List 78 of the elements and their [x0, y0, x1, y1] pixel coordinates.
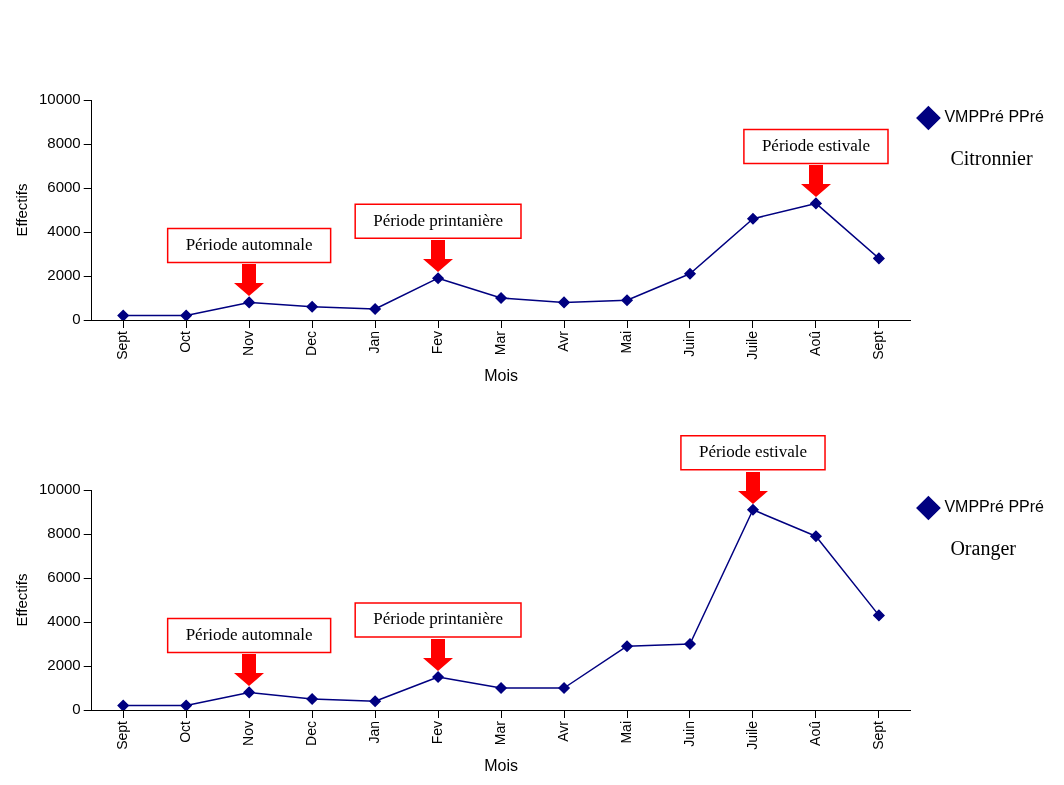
- y-tick-label: 6000: [47, 568, 81, 586]
- x-tick-label: Oct: [177, 720, 194, 743]
- x-tick-label: Nov: [240, 331, 257, 356]
- point: [243, 296, 255, 309]
- y-axis-title: Effectifs: [13, 573, 31, 627]
- point: [180, 309, 192, 320]
- annotation: Période automnale: [185, 624, 313, 644]
- x-tick-label: Aoû: [806, 721, 823, 746]
- point: [684, 638, 696, 650]
- x-tick-label: Mai: [617, 331, 634, 354]
- point: [747, 504, 759, 516]
- point: [558, 682, 570, 694]
- point: [621, 294, 633, 306]
- y-tick-label: 4000: [47, 222, 81, 240]
- point: [432, 272, 444, 284]
- point: [432, 671, 444, 683]
- annotation: Période estivale: [761, 135, 870, 155]
- point: [306, 693, 318, 705]
- point: [873, 252, 885, 265]
- legend-label: VMPPré PPré: [944, 498, 1045, 516]
- x-axis-title: Mois: [484, 756, 518, 774]
- y-tick-label: 6000: [47, 178, 81, 196]
- legend-label: VMPPré PPré: [944, 108, 1045, 126]
- y-tick-label: 10000: [38, 480, 81, 498]
- x-tick-label: Dec: [302, 331, 319, 356]
- y-tick-label: 2000: [47, 266, 81, 284]
- annotation: Période printanière: [373, 210, 503, 230]
- x-tick-label: Juin: [680, 721, 697, 747]
- y-tick-label: 8000: [47, 134, 81, 152]
- text: Citronnier: [950, 147, 1033, 170]
- y-tick-label: 2000: [47, 656, 81, 674]
- x-tick-label: Nov: [240, 721, 257, 746]
- point: [873, 609, 885, 622]
- point: [117, 699, 129, 710]
- x-tick-label: Fev: [428, 331, 445, 355]
- point: [810, 197, 822, 210]
- x-tick-label: Juile: [743, 330, 760, 360]
- annotation: Période printanière: [373, 609, 503, 629]
- point: [369, 695, 381, 707]
- x-tick-label: Avr: [554, 720, 571, 742]
- x-tick-label: Jan: [365, 721, 382, 744]
- x-tick-label: Dec: [302, 721, 319, 746]
- x-tick-label: Avr: [554, 330, 571, 352]
- x-tick-label: Sept: [114, 330, 131, 360]
- point: [495, 292, 507, 304]
- x-tick-label: Mar: [491, 330, 508, 356]
- y-tick-label: 4000: [47, 612, 81, 630]
- point: [621, 640, 633, 652]
- y-tick-label: 0: [72, 700, 81, 718]
- point: [747, 213, 759, 225]
- y-tick-label: 0: [72, 310, 81, 328]
- point: [306, 301, 318, 313]
- x-tick-label: Sept: [869, 330, 886, 360]
- point: [495, 682, 507, 694]
- x-tick-label: Sept: [114, 720, 131, 750]
- point: [243, 686, 255, 699]
- point: [180, 699, 192, 710]
- x-tick-label: Juile: [743, 720, 760, 750]
- y-tick-label: 10000: [38, 90, 81, 108]
- x-tick-label: Oct: [177, 330, 194, 353]
- annotation: Période estivale: [698, 442, 808, 462]
- x-tick-label: Fev: [428, 721, 445, 745]
- x-tick-label: Mar: [491, 720, 508, 746]
- point: [810, 530, 822, 542]
- y-tick-label: 8000: [47, 524, 81, 542]
- x-tick-label: Mai: [617, 721, 634, 744]
- x-tick-label: Sept: [869, 720, 886, 750]
- x-tick-label: Aoû: [806, 331, 823, 356]
- point: [369, 303, 381, 315]
- text: Oranger: [950, 537, 1017, 561]
- y-axis-title: Effectifs: [13, 183, 31, 237]
- point: [684, 268, 696, 280]
- point: [558, 296, 570, 309]
- x-tick-label: Juin: [680, 331, 697, 357]
- annotation: Période automnale: [185, 234, 313, 254]
- x-axis-title: Mois: [484, 366, 518, 384]
- point: [117, 309, 129, 320]
- x-tick-label: Jan: [365, 331, 382, 354]
